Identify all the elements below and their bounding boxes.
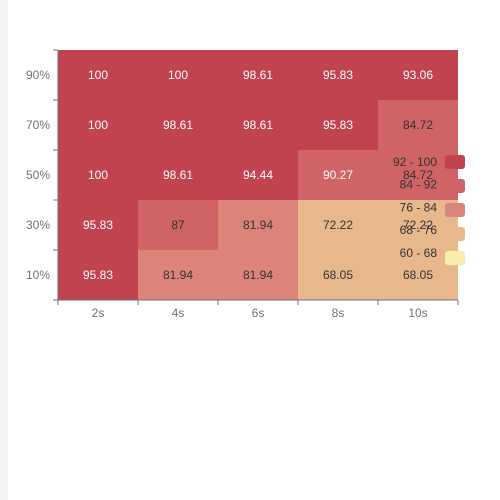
cell-value-label: 100 (168, 68, 188, 82)
cell-value-label: 95.83 (323, 68, 353, 82)
heatmap-chart: 95.83 81.94 81.94 68.05 68.05 95.83 87 81.94 72.… (26, 49, 465, 320)
heatmap-cell[interactable] (378, 100, 458, 150)
cell-value-label: 100 (88, 118, 108, 132)
cell-value-label: 95.83 (83, 218, 113, 232)
cell-value-label: 95.83 (83, 268, 113, 282)
legend-label: 68 - 76 (400, 223, 438, 237)
heatmap-cell[interactable] (138, 100, 218, 150)
x-tick-label: 10s (408, 306, 427, 320)
y-tick-label: 50% (26, 168, 50, 182)
cell-value-label: 98.61 (163, 118, 193, 132)
heatmap-cell[interactable] (218, 250, 298, 300)
heatmap-cell[interactable] (298, 200, 378, 250)
legend-swatch[interactable] (445, 251, 465, 265)
cell-value-label: 81.94 (243, 268, 273, 282)
y-tick-label: 10% (26, 268, 50, 282)
heatmap-cell[interactable] (218, 150, 298, 200)
legend-item[interactable]: 92 - 100 (393, 155, 465, 169)
cell-value-label: 94.44 (243, 168, 273, 182)
heatmap-cell[interactable] (378, 250, 458, 300)
cell-value-label: 84.72 (403, 118, 433, 132)
heatmap-cells (58, 50, 458, 300)
cell-value-label: 72.22 (403, 218, 433, 232)
y-tick-label: 90% (26, 68, 50, 82)
cell-value-label: 100 (88, 168, 108, 182)
cell-value-label: 93.06 (403, 68, 433, 82)
cell-value-label: 81.94 (243, 218, 273, 232)
legend-label: 92 - 100 (393, 155, 437, 169)
heatmap-cell[interactable] (378, 50, 458, 100)
chart-panel: 95.83 81.94 81.94 68.05 68.05 95.83 87 81.94 72.… (8, 0, 500, 500)
legend-label: 76 - 84 (400, 200, 438, 214)
heatmap-cell[interactable] (218, 100, 298, 150)
heatmap-cell[interactable] (298, 150, 378, 200)
y-axis: 10% 30% 50% 70% 90% (26, 49, 59, 301)
y-tick-label: 30% (26, 218, 50, 232)
cell-value-label: 90.27 (323, 168, 353, 182)
cell-value-label: 68.05 (403, 268, 433, 282)
x-tick-label: 8s (332, 306, 345, 320)
heatmap-cell[interactable] (58, 200, 138, 250)
y-tick-label: 70% (26, 118, 50, 132)
heatmap-cell[interactable] (58, 50, 138, 100)
heatmap-cell[interactable] (138, 150, 218, 200)
cell-value-label: 84.72 (403, 168, 433, 182)
cell-value-label: 98.61 (243, 118, 273, 132)
legend-item[interactable]: 76 - 84 (400, 200, 465, 217)
legend-item[interactable]: 84 - 92 (400, 178, 465, 193)
heatmap-cell[interactable] (298, 50, 378, 100)
cell-value-label: 95.83 (323, 118, 353, 132)
cell-value-label: 100 (88, 68, 108, 82)
x-tick-label: 2s (92, 306, 105, 320)
heatmap-cell[interactable] (218, 50, 298, 100)
cell-value-label: 87 (171, 218, 185, 232)
heatmap-cell[interactable] (58, 100, 138, 150)
legend-swatch[interactable] (445, 155, 465, 169)
legend-swatch[interactable] (445, 179, 465, 193)
heatmap-cell[interactable] (138, 250, 218, 300)
heatmap-cell[interactable] (138, 50, 218, 100)
legend-label: 60 - 68 (400, 246, 438, 260)
legend-swatch[interactable] (445, 203, 465, 217)
heatmap-cell[interactable] (298, 100, 378, 150)
heatmap-cell[interactable] (378, 150, 458, 200)
heatmap-cell[interactable] (58, 250, 138, 300)
cell-value-label: 98.61 (163, 168, 193, 182)
cell-value-label: 81.94 (163, 268, 193, 282)
heatmap-cell[interactable] (138, 200, 218, 250)
cell-value-label: 98.61 (243, 68, 273, 82)
x-axis: 2s 4s 6s 8s 10s (57, 299, 459, 320)
heatmap-cell-labels: 95.83 81.94 81.94 68.05 68.05 95.83 87 81.94 72.… (83, 68, 433, 282)
legend-label: 84 - 92 (400, 178, 438, 192)
cell-value-label: 72.22 (323, 218, 353, 232)
heatmap-cell[interactable] (298, 250, 378, 300)
heatmap-cell[interactable] (378, 200, 458, 250)
legend-swatch[interactable] (445, 227, 465, 241)
heatmap-cell[interactable] (58, 150, 138, 200)
cell-value-label: 68.05 (323, 268, 353, 282)
x-tick-label: 4s (172, 306, 185, 320)
legend-item[interactable]: 60 - 68 (400, 246, 465, 265)
legend-item[interactable]: 68 - 76 (400, 223, 465, 241)
x-tick-label: 6s (252, 306, 265, 320)
heatmap-cell[interactable] (218, 200, 298, 250)
legend[interactable]: 92 - 100 84 - 92 76 - 84 68 - 76 60 - 68 (393, 155, 465, 265)
